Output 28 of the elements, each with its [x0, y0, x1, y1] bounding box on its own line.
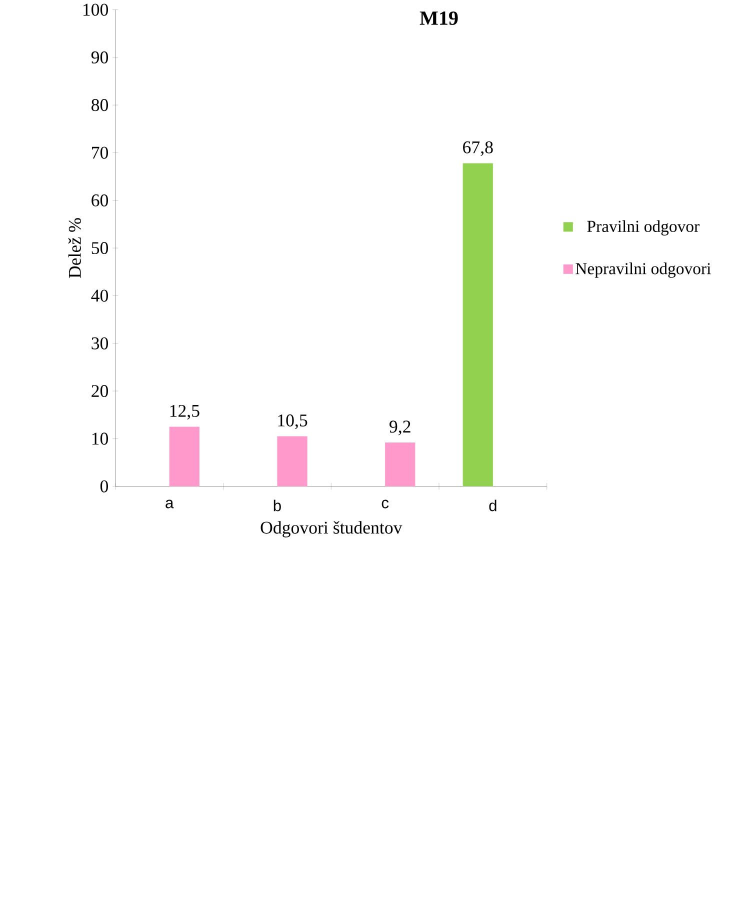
data-label: 10,5 [278, 414, 307, 430]
y-tick-label: 100 [83, 4, 108, 16]
bar [169, 426, 200, 486]
legend-label: Pravilni odgovor [587, 220, 700, 236]
chart-title: M19 [420, 11, 458, 25]
bar [462, 163, 493, 486]
y-tick-label: 80 [91, 99, 108, 112]
bar [277, 436, 308, 486]
x-axis-title: Odgovori študentov [260, 521, 402, 538]
x-tick-label: c [382, 500, 388, 508]
x-tick-label: d [489, 500, 496, 512]
legend-label: Nepravilni odgovori [575, 262, 711, 278]
y-tick-label: 90 [91, 51, 108, 64]
x-tick-label: b [274, 500, 281, 512]
data-label: 12,5 [170, 404, 200, 420]
y-axis-title: Delež % [68, 218, 81, 278]
y-tick-label: 10 [92, 432, 108, 445]
y-tick-label: 30 [92, 337, 108, 350]
y-tick-label: 60 [91, 194, 108, 206]
y-tick-label: 70 [92, 146, 108, 159]
bar [384, 442, 415, 486]
data-label: 67,8 [462, 141, 493, 156]
data-label: 9,2 [389, 420, 410, 436]
y-tick-label: 20 [91, 385, 108, 398]
y-tick-label: 50 [92, 242, 108, 254]
y-tick-label: 40 [91, 290, 108, 302]
x-tick-label: a [165, 500, 174, 508]
y-tick-label: 0 [100, 480, 108, 492]
